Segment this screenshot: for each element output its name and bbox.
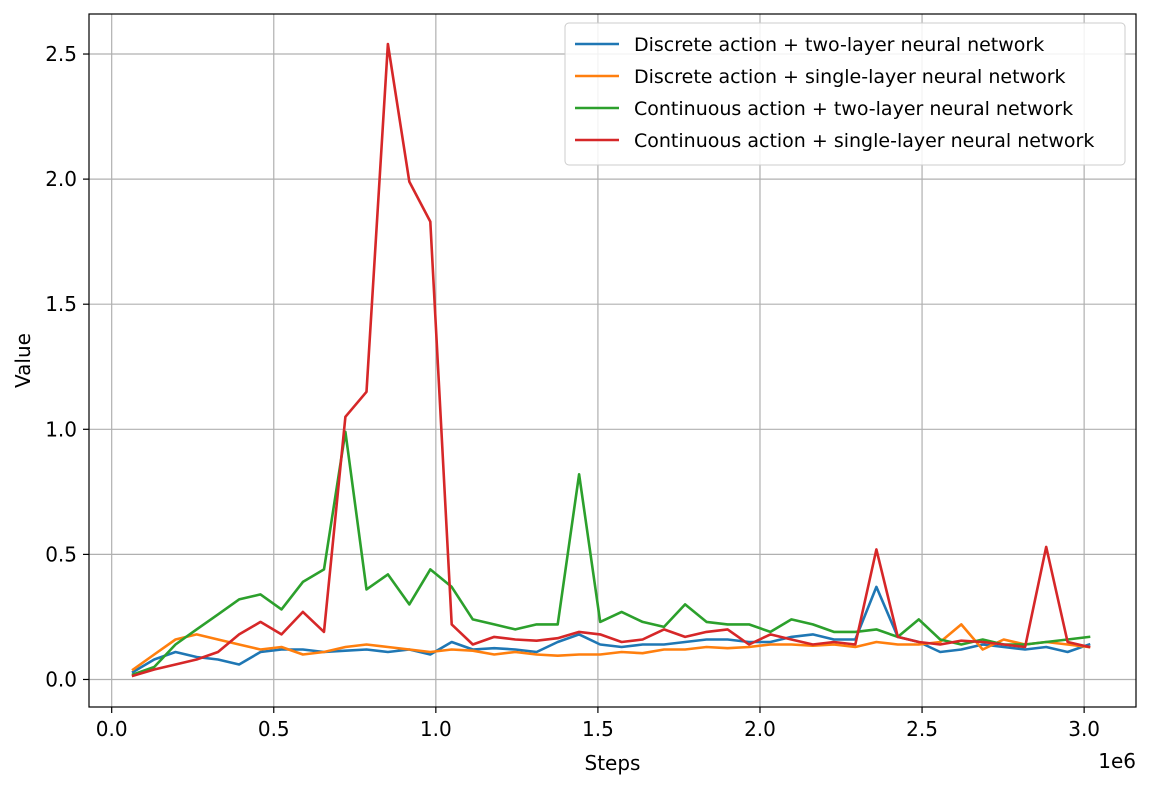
series-lines (131, 42, 1091, 678)
legend-label-3: Continuous action + two-layer neural net… (634, 98, 1073, 120)
legend-box (564, 22, 1126, 166)
legend-label-1: Discrete action + two-layer neural netwo… (634, 34, 1044, 56)
series-line-4 (131, 42, 1091, 678)
x-tick-label: 0.5 (258, 717, 290, 741)
x-tick-label: 1.5 (582, 717, 614, 741)
legend-label-2: Discrete action + single-layer neural ne… (634, 66, 1066, 88)
x-tick-label: 1.0 (420, 717, 452, 741)
x-tick-label: 2.5 (906, 717, 938, 741)
series-line-3 (131, 430, 1091, 677)
legend: Discrete action + two-layer neural netwo… (564, 22, 1126, 166)
x-tick-label: 0.0 (96, 717, 128, 741)
axis-ticks: 0.0 0.5 1.0 1.5 2.0 2.5 3.0 0.0 0.5 1.0 1.5 2.0 2.5 (45, 42, 1100, 741)
x-tick-label: 3.0 (1068, 717, 1100, 741)
y-tick-label: 2.5 (45, 42, 77, 66)
x-axis-label: Steps (585, 751, 641, 775)
x-axis-offset-label: 1e6 (1098, 749, 1136, 773)
plot-area-frame (88, 13, 1137, 708)
y-tick-label: 1.0 (45, 417, 77, 441)
legend-label-4: Continuous action + single-layer neural … (634, 130, 1094, 152)
y-tick-label: 0.5 (45, 542, 77, 566)
grid-lines (89, 14, 1136, 707)
x-tick-label: 2.0 (744, 717, 776, 741)
y-tick-label: 2.0 (45, 167, 77, 191)
y-tick-label: 0.0 (45, 667, 77, 691)
y-axis-label: Value (11, 333, 35, 388)
y-tick-label: 1.5 (45, 292, 77, 316)
